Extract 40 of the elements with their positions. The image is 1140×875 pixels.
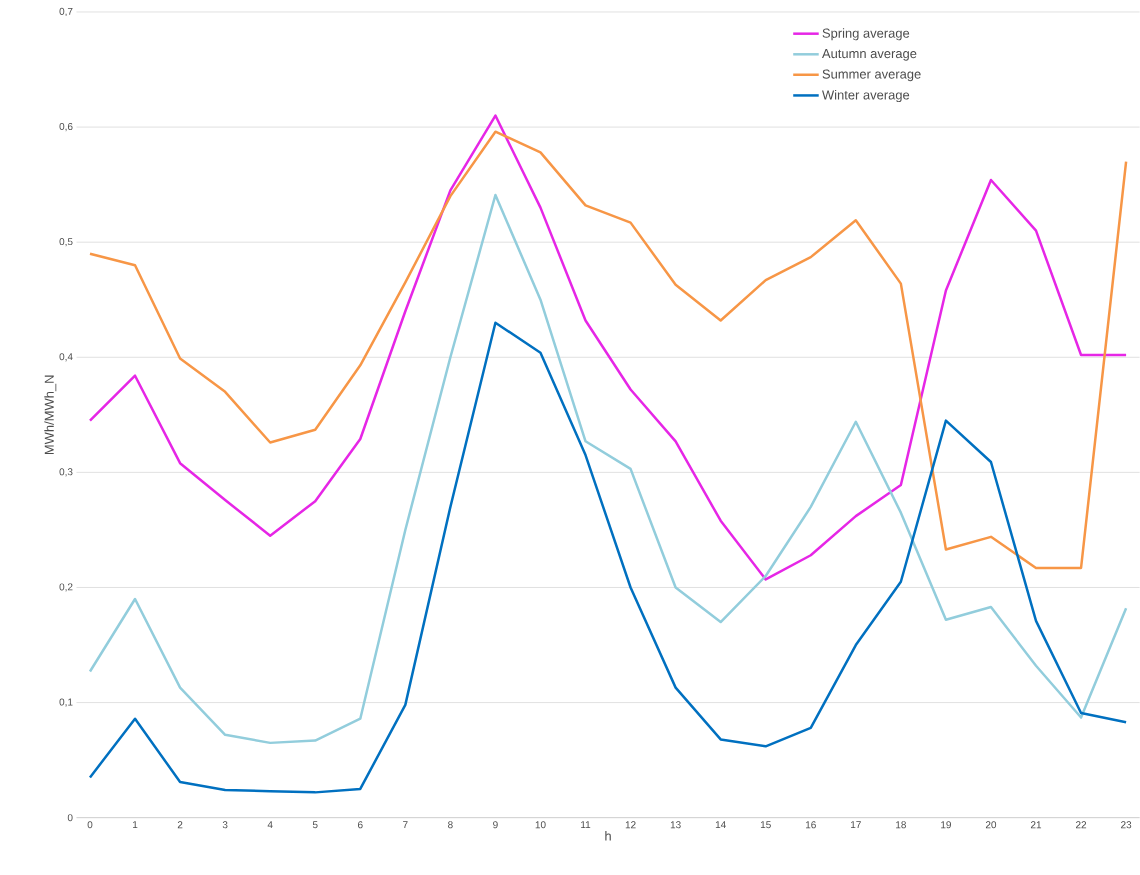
legend-label: Summer average (822, 69, 921, 82)
y-tick-label: 0,2 (59, 583, 73, 592)
x-tick-label: 13 (670, 821, 681, 829)
x-tick-label: 5 (312, 821, 318, 829)
x-tick-label: 4 (267, 821, 273, 829)
y-tick-label: 0,1 (59, 698, 73, 707)
x-tick-label: 12 (625, 821, 636, 829)
x-tick-label: 22 (1076, 821, 1087, 829)
x-tick-label: 6 (358, 821, 363, 829)
legend-label: Spring average (822, 28, 910, 41)
y-tick-label: 0,4 (59, 353, 73, 362)
x-tick-label: 2 (177, 821, 183, 829)
line-series (88, 321, 1128, 794)
x-tick-label: 14 (715, 821, 726, 829)
legend-label: Winter average (822, 90, 910, 103)
legend-label: Autumn average (821, 49, 917, 61)
x-tick-label: 7 (403, 821, 408, 829)
x-tick-label: 18 (896, 821, 906, 829)
x-tick-label: 1 (133, 821, 138, 829)
y-tick-label: 0 (67, 814, 73, 822)
y-tick-label: 0,3 (59, 468, 73, 477)
x-tick-label: 15 (760, 821, 771, 829)
x-tick-label: 10 (535, 821, 546, 829)
x-tick-label: 20 (985, 821, 997, 829)
x-tick-label: 11 (581, 821, 591, 829)
x-tick-label: 19 (941, 821, 951, 829)
x-tick-label: 23 (1121, 821, 1132, 829)
y-tick-label: 0,5 (59, 238, 73, 247)
x-tick-label: 16 (805, 821, 816, 829)
y-axis-title: MWh/MWh_N (44, 375, 57, 455)
y-tick-label: 0,7 (59, 8, 73, 17)
x-tick-label: 8 (448, 821, 453, 829)
line-series (88, 193, 1128, 745)
x-tick-label: 0 (87, 821, 93, 829)
x-tick-label: 9 (493, 821, 498, 829)
x-tick-label: 3 (222, 821, 228, 829)
y-tick-label: 0,6 (59, 123, 73, 132)
x-tick-label: 21 (1030, 821, 1042, 829)
x-tick-label: 17 (851, 821, 861, 829)
x-axis-title: h (605, 831, 611, 841)
